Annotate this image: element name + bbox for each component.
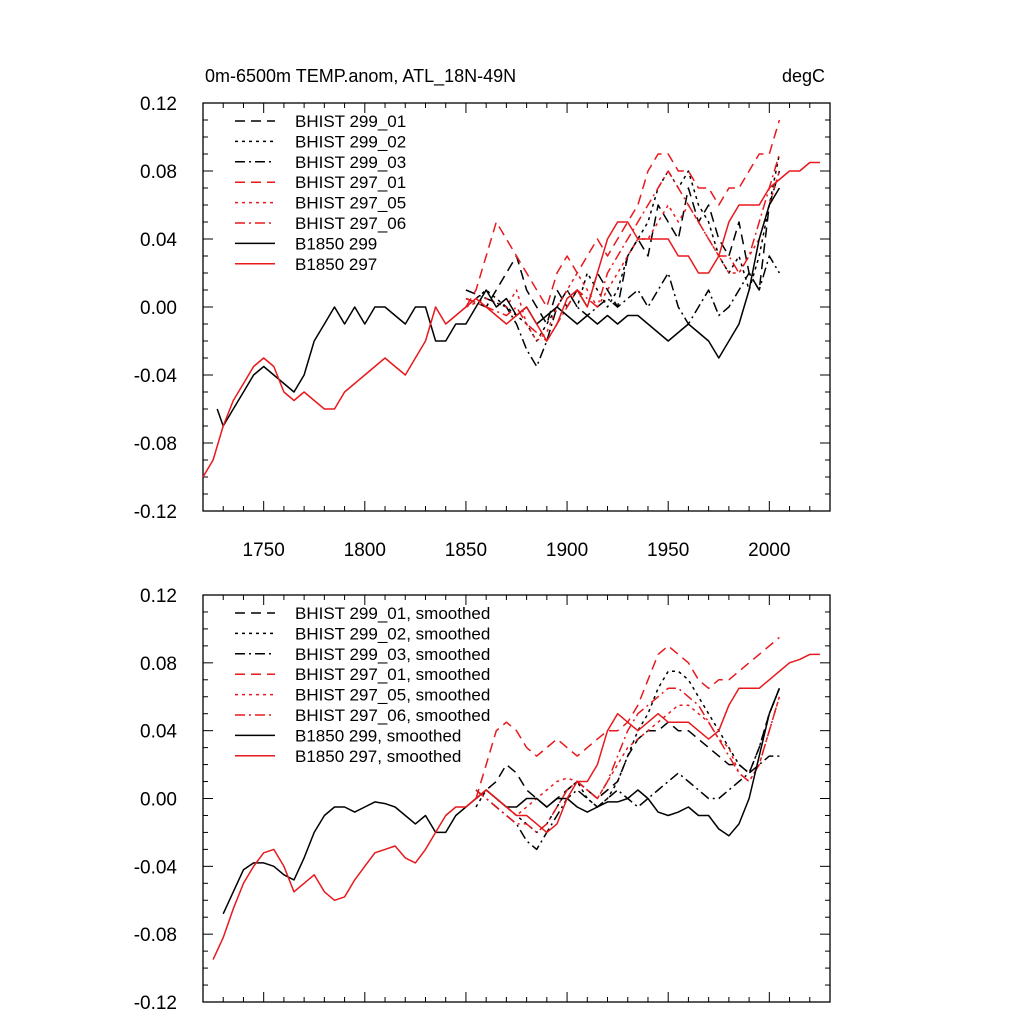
legend-label: BHIST 299_01, smoothed [295, 604, 490, 623]
y-tick-label: 0.04 [140, 722, 177, 743]
legend-label: B1850 299, smoothed [295, 726, 461, 745]
series-line [475, 636, 780, 799]
series-line [216, 187, 781, 427]
legend-label: BHIST 299_01 [295, 112, 406, 131]
y-tick-label: -0.08 [134, 925, 177, 946]
y-tick-label: 0.08 [140, 162, 177, 183]
series-line [465, 153, 781, 342]
legend-label: BHIST 297_01, smoothed [295, 665, 490, 684]
y-tick-label: 0.00 [140, 298, 177, 319]
y-tick-label: -0.04 [134, 857, 178, 878]
y-tick-label: 0.08 [140, 654, 177, 675]
legend-label: BHIST 299_03, smoothed [295, 645, 490, 664]
x-tick-label: 2000 [748, 540, 790, 561]
legend-label: BHIST 299_02, smoothed [295, 624, 490, 643]
panel-title: 0m-6500m TEMP.anom, ATL_18N-49N [205, 66, 516, 87]
series-line [475, 688, 781, 808]
series-line [465, 255, 781, 368]
panel-units: degC [782, 66, 825, 86]
legend-label: B1850 299 [295, 234, 377, 253]
y-tick-label: 0.00 [140, 790, 177, 811]
series-line [475, 687, 781, 834]
series-line [465, 170, 781, 325]
y-tick-label: 0.04 [140, 230, 177, 251]
legend-label: BHIST 299_02 [295, 132, 406, 151]
legend-label: BHIST 297_06, smoothed [295, 706, 490, 725]
y-tick-label: 0.12 [140, 94, 177, 115]
legend-label: BHIST 297_06 [295, 214, 406, 233]
y-tick-label: -0.12 [134, 502, 177, 523]
series-line [475, 696, 781, 817]
series-line [465, 153, 781, 342]
x-tick-label: 1750 [243, 540, 285, 561]
y-tick-label: 0.12 [140, 586, 177, 607]
x-tick-label: 1900 [546, 540, 588, 561]
series-line [465, 119, 781, 308]
y-tick-label: -0.04 [134, 366, 178, 387]
series-line [202, 161, 820, 478]
x-tick-label: 1800 [344, 540, 386, 561]
series-line [465, 170, 781, 342]
legend-label: B1850 297 [295, 255, 377, 274]
x-tick-label: 1950 [647, 540, 689, 561]
top-panel: 0m-6500m TEMP.anom, ATL_18N-49N degC 175… [134, 66, 831, 561]
legend-label: B1850 297, smoothed [295, 747, 461, 766]
y-tick-label: -0.08 [134, 434, 177, 455]
series-line [212, 653, 820, 960]
bottom-panel: -0.12 -0.08 -0.04 0.00 0.04 0.08 0.12 BHIST 299… [134, 586, 831, 1014]
y-tick-label: -0.12 [134, 993, 177, 1014]
legend-label: BHIST 297_05, smoothed [295, 686, 490, 705]
legend-label: BHIST 297_01 [295, 173, 406, 192]
x-tick-label: 1850 [445, 540, 487, 561]
legend-label: BHIST 297_05 [295, 194, 406, 213]
legend-label: BHIST 299_03 [295, 153, 406, 172]
